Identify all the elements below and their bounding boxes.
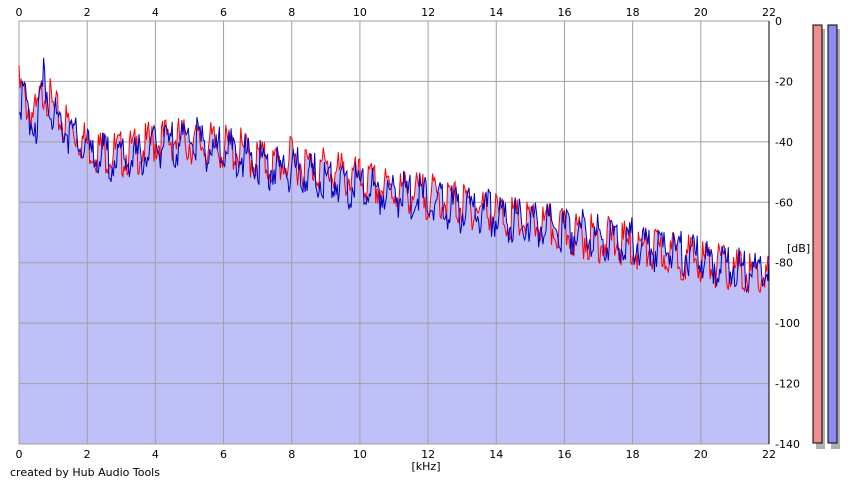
credit-text: created by Hub Audio Tools — [10, 466, 160, 479]
x-tick-label-bottom: 6 — [220, 448, 227, 461]
x-tick-label-bottom: 0 — [16, 448, 23, 461]
x-axis-label: [kHz] — [412, 460, 441, 473]
x-tick-labels-bottom: 0 2 4 6 8 10 12 14 16 18 20 22 — [16, 448, 777, 461]
x-tick-label-top: 10 — [353, 6, 367, 19]
x-tick-label-top: 14 — [489, 6, 503, 19]
x-tick-label-bottom: 22 — [762, 448, 776, 461]
x-tick-label-top: 0 — [16, 6, 23, 19]
y-tick-label: 0 — [775, 15, 782, 28]
x-tick-label-top: 12 — [421, 6, 435, 19]
level-meter-right — [827, 24, 838, 444]
x-tick-label-bottom: 20 — [694, 448, 708, 461]
spectrum-fill-layer — [19, 57, 769, 445]
level-meters — [812, 24, 840, 449]
x-tick-label-bottom: 18 — [626, 448, 640, 461]
x-tick-label-bottom: 12 — [421, 448, 435, 461]
y-tick-label: -100 — [775, 317, 800, 330]
x-tick-label-top: 8 — [288, 6, 295, 19]
y-axis-label: [dB] — [787, 242, 810, 255]
x-tick-label-top: 6 — [220, 6, 227, 19]
y-tick-label: -40 — [775, 136, 793, 149]
x-tick-label-top: 18 — [626, 6, 640, 19]
x-tick-label-top: 16 — [557, 6, 571, 19]
x-tick-label-top: 20 — [694, 6, 708, 19]
series-line-left-channel — [18, 65, 770, 294]
x-tick-label-top: 2 — [84, 6, 91, 19]
level-meter-left — [812, 24, 823, 444]
y-tick-label: -60 — [775, 196, 793, 209]
x-tick-label-top: 4 — [152, 6, 159, 19]
spectrum-area — [19, 57, 769, 445]
series-layer — [18, 57, 770, 294]
x-tick-label-bottom: 14 — [489, 448, 503, 461]
y-tick-label: -140 — [775, 438, 800, 451]
x-tick-labels-top: 0 2 4 6 8 10 12 14 16 18 20 22 — [16, 6, 777, 19]
y-tick-label: -80 — [775, 257, 793, 270]
series-line-right-channel — [18, 57, 770, 293]
y-tick-labels: 0 -20 -40 -60 -80 -100 -120 -140 — [775, 15, 800, 451]
x-tick-label-bottom: 8 — [288, 448, 295, 461]
x-tick-label-bottom: 2 — [84, 448, 91, 461]
x-tick-label-top: 22 — [762, 6, 776, 19]
x-tick-label-bottom: 4 — [152, 448, 159, 461]
x-tick-label-bottom: 16 — [557, 448, 571, 461]
y-tick-label: -120 — [775, 378, 800, 391]
x-tick-label-bottom: 10 — [353, 448, 367, 461]
y-tick-label: -20 — [775, 75, 793, 88]
